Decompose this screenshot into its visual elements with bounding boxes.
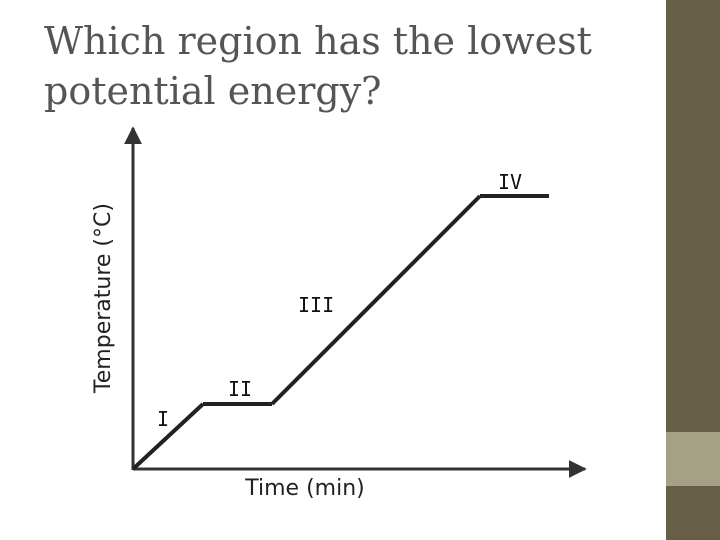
region-label-iii: III xyxy=(298,293,334,317)
region-label-ii: II xyxy=(228,377,252,401)
side-band-accent xyxy=(666,432,720,486)
region-label-i: I xyxy=(157,407,169,431)
segment-region-iii xyxy=(270,194,482,406)
heating-curve xyxy=(131,194,549,471)
slide-title: Which region has the lowest potential en… xyxy=(44,19,592,113)
y-axis-label: Temperature (°C) xyxy=(91,203,116,394)
x-axis-label: Time (min) xyxy=(244,476,365,501)
segment-region-i xyxy=(131,402,205,471)
region-label-iv: IV xyxy=(498,170,522,194)
